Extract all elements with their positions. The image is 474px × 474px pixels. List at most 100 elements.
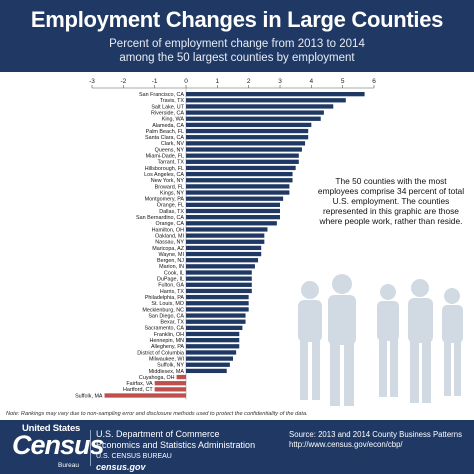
header-banner: Employment Changes in Large Counties Per… bbox=[0, 0, 474, 72]
logo-bureau: Bureau bbox=[58, 462, 79, 469]
category-label: Broward, FL bbox=[155, 184, 184, 190]
bar bbox=[186, 215, 280, 220]
category-label: Wayne, MI bbox=[158, 252, 184, 258]
bar bbox=[186, 356, 233, 361]
category-label: Milwaukee, WI bbox=[149, 356, 184, 362]
bar bbox=[186, 165, 296, 171]
bar bbox=[186, 307, 249, 312]
bar bbox=[186, 98, 346, 103]
bar bbox=[186, 110, 324, 115]
bar bbox=[176, 374, 186, 380]
bar bbox=[186, 202, 280, 207]
category-label: San Bernardino, CA bbox=[136, 215, 184, 221]
dept-administration: Economics and Statistics Administration bbox=[96, 440, 256, 450]
category-label: Tarrant, TX bbox=[157, 160, 184, 166]
logo-united-states: United States bbox=[22, 423, 81, 434]
category-label: Suffolk, NY bbox=[157, 363, 184, 369]
bar bbox=[186, 92, 365, 97]
bar bbox=[186, 135, 309, 140]
bar bbox=[186, 301, 249, 306]
category-label: Allegheny, PA bbox=[151, 344, 184, 350]
bar bbox=[186, 319, 246, 324]
subtitle-line-2: among the 50 largest counties by employm… bbox=[119, 52, 355, 64]
bar bbox=[186, 104, 334, 109]
census-link[interactable]: census.gov bbox=[96, 462, 146, 472]
bar bbox=[186, 184, 290, 189]
category-label: Dallas, TX bbox=[159, 209, 184, 215]
category-label: Cuyahoga, OH bbox=[139, 375, 175, 381]
bar bbox=[186, 245, 262, 251]
business-people-illustration bbox=[298, 274, 463, 406]
subtitle: Percent of employment change from 2013 t… bbox=[0, 37, 474, 65]
logo-census: Census bbox=[12, 430, 105, 460]
category-label: DuPage, IL bbox=[157, 277, 184, 283]
x-tick-label: 6 bbox=[372, 78, 376, 85]
category-label: Orange, CA bbox=[156, 221, 185, 227]
category-label: Mecklenburg, NC bbox=[142, 307, 184, 313]
category-label: Fairfax, VA bbox=[126, 381, 153, 387]
category-label: St. Louis, MO bbox=[151, 301, 184, 307]
category-label: Oakland, MI bbox=[155, 233, 184, 239]
category-label: Franklin, OH bbox=[154, 332, 184, 338]
category-label: Montgomery, PA bbox=[145, 197, 185, 203]
bar bbox=[186, 178, 293, 183]
category-label: Travis, TX bbox=[160, 98, 185, 104]
bar bbox=[154, 381, 186, 386]
bar bbox=[154, 387, 186, 392]
annotation-text: The 50 counties with the most employees … bbox=[317, 176, 465, 226]
bar bbox=[186, 227, 268, 232]
category-label: Bexar, TX bbox=[160, 320, 184, 326]
dept-name: U.S. Department of Commerce bbox=[96, 429, 220, 439]
bar bbox=[186, 368, 227, 374]
category-label: San Diego, CA bbox=[148, 313, 184, 319]
x-tick-label: -1 bbox=[152, 78, 158, 85]
bar-chart: -3 -2 -1 0 1 2 3 4 5 6 San Francisco, CA Travis, TX… bbox=[0, 72, 474, 412]
category-label: District of Columbia bbox=[137, 350, 184, 356]
bar bbox=[186, 122, 312, 128]
bar bbox=[186, 294, 249, 300]
page-title: Employment Changes in Large Counties bbox=[30, 7, 444, 32]
category-label: Bergen, NJ bbox=[157, 258, 184, 264]
category-label: Kings, NY bbox=[160, 190, 184, 196]
category-label: Hartford, CT bbox=[123, 387, 153, 393]
category-label: Santa Clara, CA bbox=[145, 135, 184, 141]
category-label: King, WA bbox=[162, 117, 185, 123]
bar bbox=[186, 264, 255, 269]
bar bbox=[186, 313, 246, 318]
category-label: San Francisco, CA bbox=[139, 92, 184, 98]
bar bbox=[186, 288, 252, 294]
bar bbox=[186, 338, 240, 343]
bar bbox=[186, 128, 309, 134]
bar bbox=[186, 196, 284, 201]
category-label: Riverside, CA bbox=[151, 110, 184, 116]
x-tick-label: 2 bbox=[247, 78, 251, 85]
bar bbox=[186, 350, 237, 355]
x-tick-label: -3 bbox=[89, 78, 95, 85]
category-label: Alameda, CA bbox=[152, 123, 184, 129]
bar bbox=[186, 190, 290, 195]
category-label: Nassau, NY bbox=[155, 240, 184, 246]
x-tick-label: 3 bbox=[278, 78, 282, 85]
chart-note: Note: Rankings may vary due to non-sampl… bbox=[6, 411, 308, 417]
category-label: Marion, IN bbox=[159, 264, 184, 270]
footer-divider bbox=[90, 430, 91, 466]
bar bbox=[186, 171, 293, 177]
x-tick-label: 5 bbox=[341, 78, 345, 85]
category-label: Hamilton, OH bbox=[152, 227, 184, 233]
source-block: Source: 2013 and 2014 County Business Pa… bbox=[289, 430, 462, 450]
category-label: Maricopa, AZ bbox=[152, 246, 184, 252]
category-label: Sacramento, CA bbox=[144, 326, 184, 332]
category-label: Clark, NV bbox=[161, 141, 184, 147]
bar bbox=[186, 325, 243, 330]
bar bbox=[186, 344, 240, 349]
category-label: Harris, TX bbox=[160, 289, 185, 295]
department-block: U.S. Department of Commerce Economics an… bbox=[96, 429, 255, 473]
bar bbox=[186, 141, 306, 146]
category-label: Middlesex, MA bbox=[149, 369, 185, 375]
bar bbox=[186, 159, 299, 164]
source-link[interactable]: http://www.census.gov/econ/cbp/ bbox=[289, 440, 403, 449]
category-label: Miami-Dade, FL bbox=[146, 154, 184, 160]
category-label: Queens, NY bbox=[155, 147, 185, 153]
category-label: Salt Lake, UT bbox=[151, 104, 184, 110]
